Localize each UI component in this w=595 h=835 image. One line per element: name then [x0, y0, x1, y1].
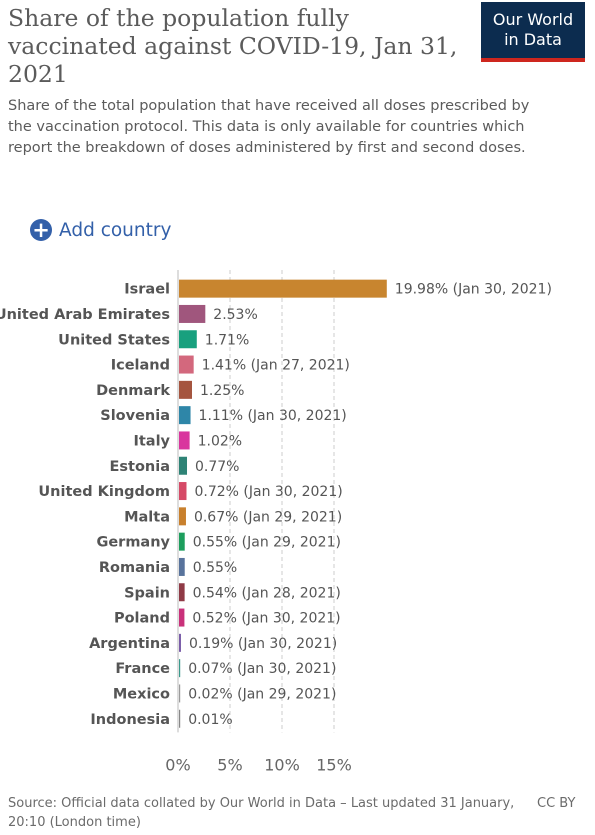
category-label: United States	[58, 332, 170, 348]
owid-logo[interactable]: Our World in Data	[481, 2, 585, 62]
value-label: 1.25%	[200, 383, 244, 399]
category-label: Iceland	[111, 358, 170, 374]
value-label: 1.41% (Jan 27, 2021)	[202, 358, 350, 374]
bar	[179, 330, 197, 349]
value-label: 0.55% (Jan 29, 2021)	[193, 535, 341, 551]
value-label: 0.52% (Jan 30, 2021)	[192, 611, 340, 627]
category-label: Romania	[99, 560, 170, 576]
category-label: United Arab Emirates	[0, 307, 170, 323]
category-label: Estonia	[109, 459, 170, 475]
category-label: Slovenia	[100, 408, 170, 424]
category-label: Malta	[124, 509, 170, 525]
value-label: 2.53%	[213, 307, 257, 323]
logo-line-2: in Data	[504, 30, 562, 49]
chart-title: Share of the population fully vaccinated…	[8, 4, 458, 88]
category-label: Spain	[124, 585, 170, 601]
bar	[179, 279, 387, 298]
category-label: Argentina	[89, 636, 170, 652]
bar	[179, 482, 187, 501]
bar	[179, 684, 181, 703]
value-label: 0.77%	[195, 459, 239, 475]
bar	[179, 583, 185, 602]
value-label: 19.98% (Jan 30, 2021)	[395, 282, 552, 298]
bar-chart: Israel 19.98% (Jan 30, 2021) United Arab E…	[0, 270, 552, 774]
value-label: 0.72% (Jan 30, 2021)	[194, 484, 342, 500]
add-country-label: Add country	[59, 219, 172, 241]
category-label: Indonesia	[90, 712, 170, 728]
bar	[179, 633, 181, 652]
bar	[179, 304, 206, 323]
chart-subtitle: Share of the total population that have …	[8, 98, 530, 156]
category-label: Poland	[114, 611, 170, 627]
x-tick-label: 15%	[316, 755, 352, 774]
value-label: 1.11% (Jan 30, 2021)	[199, 408, 347, 424]
bar	[179, 406, 191, 425]
bar	[179, 532, 185, 551]
value-label: 0.07% (Jan 30, 2021)	[188, 661, 336, 677]
value-label: 0.67% (Jan 29, 2021)	[194, 509, 342, 525]
category-label: Germany	[96, 535, 170, 551]
x-tick-label: 0%	[165, 755, 190, 774]
bar	[179, 431, 190, 450]
category-label: United Kingdom	[38, 484, 170, 500]
bar	[179, 608, 185, 627]
value-label: 0.01%	[188, 712, 232, 728]
logo-line-1: Our World	[492, 10, 574, 29]
value-label: 0.19% (Jan 30, 2021)	[189, 636, 337, 652]
value-label: 0.54% (Jan 28, 2021)	[193, 585, 341, 601]
plus-circle-icon: +	[30, 219, 52, 241]
license-link[interactable]: CC BY	[537, 796, 576, 811]
bar	[179, 355, 194, 374]
value-label: 0.02% (Jan 29, 2021)	[188, 686, 336, 702]
add-country-button[interactable]: + Add country	[30, 216, 171, 244]
x-tick-label: 10%	[264, 755, 300, 774]
source-note: Source: Official data collated by Our Wo…	[8, 796, 515, 830]
bar	[179, 557, 185, 576]
bar	[179, 456, 188, 475]
bar	[179, 507, 186, 526]
category-label: France	[115, 661, 170, 677]
category-label: Denmark	[96, 383, 170, 399]
category-label: Italy	[133, 433, 170, 449]
bar	[179, 709, 181, 728]
value-label: 1.71%	[205, 332, 249, 348]
bar	[179, 659, 181, 678]
category-label: Mexico	[113, 686, 170, 702]
value-label: 1.02%	[198, 433, 242, 449]
category-label: Israel	[124, 282, 170, 298]
bar	[179, 380, 192, 399]
value-label: 0.55%	[193, 560, 237, 576]
x-tick-label: 5%	[217, 755, 242, 774]
